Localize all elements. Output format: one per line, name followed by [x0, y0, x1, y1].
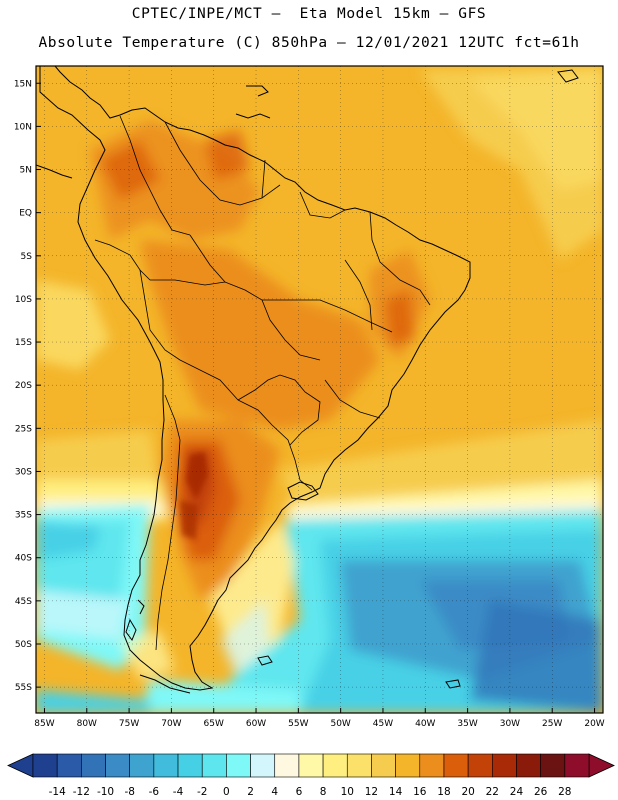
colorbar-level-label: 20	[461, 786, 474, 798]
colorbar-over-arrow	[588, 753, 615, 778]
colorbar-level-label: 16	[413, 786, 427, 798]
colorbar-swatch	[250, 753, 276, 778]
coastline	[36, 66, 579, 694]
temperature-field	[36, 66, 603, 713]
colorbar-swatch	[346, 753, 372, 778]
lon-tick-label: 20W	[584, 719, 604, 729]
colorbar-under-arrow	[7, 753, 34, 778]
colorbar-swatch	[492, 753, 517, 778]
lon-tick-label: 45W	[373, 719, 393, 729]
longitude-axis: 85W 80W 75W 70W 65W 60W 55W 50W 45W 40W 35W 30W 25W 2…	[34, 708, 605, 729]
colorbar-swatch	[56, 753, 82, 778]
colorbar-level-label: -2	[197, 786, 207, 798]
lat-tick-label: 40S	[15, 554, 32, 564]
lat-tick-label: EQ	[19, 209, 32, 219]
lat-tick-label: 25S	[15, 424, 32, 434]
map-subtitle: Absolute Temperature (C) 850hPa – 12/01/…	[38, 35, 580, 51]
latitude-axis: 15N 10N 5N EQ 5S 10S 15S 20S 25S 30S 35S 40S 45S 50S 5…	[14, 79, 41, 693]
lon-tick-label: 30W	[500, 719, 520, 729]
lat-lon-grid	[36, 66, 603, 713]
colorbar-swatch	[32, 753, 58, 778]
lat-tick-label: 55S	[15, 683, 32, 693]
lat-tick-label: 5N	[20, 166, 32, 176]
colorbar-level-label: 12	[365, 786, 378, 798]
colorbar-swatch	[395, 753, 421, 778]
colorbar-swatch	[201, 753, 227, 778]
colorbar-level-label: 24	[510, 786, 524, 798]
colorbar-level-label: -8	[124, 786, 134, 798]
lon-tick-label: 75W	[119, 719, 139, 729]
colorbar-level-label: 6	[296, 786, 303, 798]
colorbar-level-label: 8	[320, 786, 327, 798]
map-frame	[35, 65, 604, 714]
colorbar-level-label: -6	[149, 786, 160, 798]
lon-tick-label: 80W	[77, 719, 97, 729]
lon-tick-label: 40W	[415, 719, 435, 729]
colorbar-swatch	[129, 753, 155, 778]
lon-tick-label: 35W	[457, 719, 477, 729]
colorbar-level-label: 14	[389, 786, 403, 798]
lat-tick-label: 50S	[15, 640, 32, 650]
colorbar-level-label: 0	[223, 786, 230, 798]
colorbar-swatch	[274, 753, 300, 778]
colorbar-labels: -14 -12 -10 -8 -6 -4 -2 0 2 4 6 8 10 12 14 16 18 20 22 24 26…	[49, 786, 572, 798]
colorbar	[7, 753, 615, 778]
colorbar-swatch	[564, 753, 590, 778]
lon-tick-label: 25W	[542, 719, 562, 729]
colorbar-swatch	[443, 753, 469, 778]
colorbar-level-label: -14	[49, 786, 66, 798]
lon-tick-label: 70W	[161, 719, 181, 729]
lat-tick-label: 45S	[15, 597, 32, 607]
colorbar-swatch	[177, 753, 203, 778]
map-title: CPTEC/INPE/MCT – Eta Model 15km – GFS	[131, 6, 487, 22]
colorbar-swatch	[516, 753, 541, 778]
lon-tick-label: 55W	[288, 719, 308, 729]
lat-tick-label: 35S	[15, 511, 32, 521]
colorbar-swatch	[153, 753, 179, 778]
colorbar-swatch	[322, 753, 348, 778]
lon-tick-label: 65W	[204, 719, 224, 729]
lat-tick-label: 10N	[14, 122, 32, 132]
colorbar-swatch	[81, 753, 106, 778]
colorbar-level-label: 4	[271, 786, 278, 798]
lat-tick-label: 5S	[21, 252, 33, 262]
colorbar-level-label: -4	[173, 786, 184, 798]
colorbar-level-label: 22	[486, 786, 499, 798]
lat-tick-label: 20S	[15, 381, 32, 391]
lat-tick-label: 30S	[15, 467, 32, 477]
lat-tick-label: 15N	[14, 79, 32, 89]
lon-tick-label: 60W	[246, 719, 266, 729]
country-borders	[94, 115, 431, 651]
colorbar-swatch	[419, 753, 445, 778]
colorbar-swatch	[540, 753, 566, 778]
lat-tick-label: 10S	[15, 295, 32, 305]
lat-tick-label: 15S	[15, 338, 32, 348]
colorbar-level-label: -10	[97, 786, 114, 798]
colorbar-swatch	[226, 753, 251, 778]
colorbar-level-label: -12	[73, 786, 90, 798]
colorbar-level-label: 2	[247, 786, 254, 798]
colorbar-swatch	[467, 753, 493, 778]
colorbar-level-label: 26	[534, 786, 548, 798]
colorbar-level-label: 28	[558, 786, 571, 798]
colorbar-swatch	[371, 753, 396, 778]
lon-tick-label: 50W	[330, 719, 350, 729]
colorbar-swatch	[105, 753, 130, 778]
colorbar-level-label: 18	[437, 786, 450, 798]
lon-tick-label: 85W	[34, 719, 54, 729]
colorbar-swatch	[298, 753, 324, 778]
colorbar-level-label: 10	[341, 786, 354, 798]
